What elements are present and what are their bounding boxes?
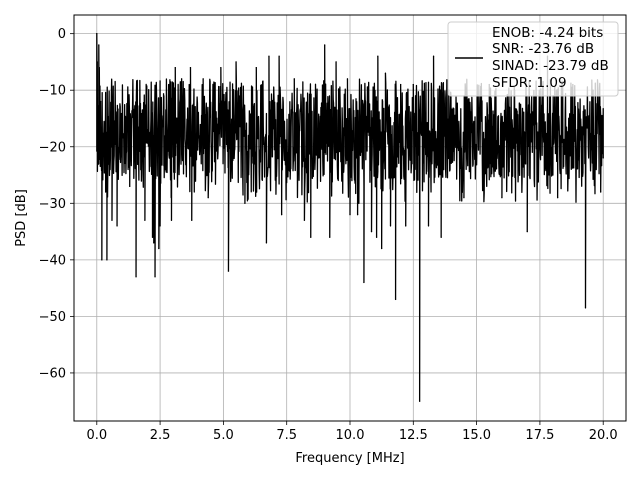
psd-data-point bbox=[189, 66, 192, 69]
legend-entry-snr: SNR: -23.76 dB bbox=[492, 41, 594, 57]
x-tick-label: 12.5 bbox=[399, 428, 428, 443]
psd-data-point bbox=[584, 307, 587, 309]
x-tick-label: 2.5 bbox=[150, 428, 171, 443]
x-axis-label: Frequency [MHz] bbox=[295, 451, 404, 466]
psd-series-line bbox=[96, 33, 604, 402]
psd-data-point bbox=[151, 236, 154, 238]
psd-data-point bbox=[116, 225, 118, 227]
y-tick-label: −60 bbox=[39, 366, 66, 381]
psd-data-point bbox=[557, 197, 559, 199]
psd-data-point bbox=[375, 236, 378, 238]
x-tick-label: 0.0 bbox=[86, 428, 107, 443]
psd-data-point bbox=[111, 219, 113, 221]
psd-data-point bbox=[191, 219, 193, 221]
psd-data-point bbox=[235, 61, 237, 63]
y-tick-label: −30 bbox=[39, 197, 66, 212]
legend-entry-enob: ENOB: -4.24 bits bbox=[492, 25, 603, 41]
psd-data-point bbox=[105, 191, 107, 193]
psd-data-point bbox=[405, 225, 407, 227]
psd-data-point bbox=[303, 219, 306, 221]
psd-data-point bbox=[97, 106, 99, 108]
legend-entry-sinad: SINAD: -23.79 dB bbox=[492, 58, 609, 74]
psd-data-point bbox=[98, 66, 100, 69]
psd-data-point bbox=[310, 236, 312, 238]
y-tick-label: 0 bbox=[58, 27, 66, 42]
psd-data-point bbox=[329, 236, 331, 238]
legend-box bbox=[447, 21, 619, 97]
psd-data-point bbox=[377, 55, 379, 57]
psd-data-point bbox=[101, 259, 103, 261]
psd-data-point bbox=[96, 61, 98, 63]
psd-data-point bbox=[255, 66, 257, 69]
psd-data-point bbox=[135, 276, 137, 278]
psd-data-point bbox=[324, 44, 326, 46]
y-tick-label: −10 bbox=[39, 84, 66, 99]
psd-data-point bbox=[358, 202, 360, 204]
psd-data-point bbox=[349, 214, 351, 216]
psd-data-point bbox=[99, 100, 102, 103]
legend-entry-sfdr: SFDR: 1.09 bbox=[492, 75, 567, 91]
psd-data-point bbox=[227, 270, 230, 272]
psd-data-point bbox=[202, 78, 204, 80]
psd-data-point bbox=[265, 242, 268, 244]
psd-data-point bbox=[106, 259, 108, 261]
psd-data-point bbox=[346, 78, 349, 80]
y-tick-label: −40 bbox=[39, 253, 66, 268]
psd-data-point bbox=[600, 191, 602, 193]
psd-data-point bbox=[281, 214, 283, 216]
psd-data-point bbox=[384, 72, 387, 74]
x-tick-label: 7.5 bbox=[276, 428, 297, 443]
x-tick-label: 17.5 bbox=[525, 428, 554, 443]
x-tick-label: 15.0 bbox=[462, 428, 491, 443]
psd-data-point bbox=[268, 55, 270, 57]
psd-data-point bbox=[153, 242, 155, 244]
x-tick-label: 10.0 bbox=[336, 428, 365, 443]
psd-data-point bbox=[602, 157, 604, 159]
y-tick-label: −20 bbox=[39, 140, 66, 155]
psd-data-point bbox=[96, 33, 98, 35]
psd-data-point bbox=[244, 202, 246, 204]
psd-data-point bbox=[220, 66, 222, 69]
y-axis: 0 −10 −20 −30 −40 −50 −60 bbox=[39, 27, 74, 381]
psd-data-point bbox=[174, 66, 176, 69]
psd-data-point bbox=[363, 281, 365, 284]
psd-data-point bbox=[526, 230, 528, 233]
psd-data-point bbox=[394, 298, 397, 301]
psd-data-point bbox=[412, 83, 414, 86]
x-tick-label: 20.0 bbox=[589, 428, 618, 443]
psd-data-point bbox=[335, 61, 337, 63]
psd-data-point bbox=[501, 197, 503, 199]
psd-data-point bbox=[278, 55, 280, 57]
y-axis-label: PSD [dB] bbox=[14, 189, 29, 247]
psd-data-point bbox=[163, 95, 165, 97]
psd-data-point bbox=[129, 185, 131, 187]
psd-data-point bbox=[419, 400, 421, 402]
psd-data-point bbox=[427, 225, 430, 227]
psd-data-point bbox=[158, 247, 160, 250]
psd-data-point bbox=[463, 197, 465, 199]
psd-data-point bbox=[159, 225, 161, 227]
psd-data-point bbox=[181, 78, 183, 80]
psd-data-point bbox=[370, 230, 373, 233]
psd-data-point bbox=[400, 83, 402, 86]
x-axis: 0.0 2.5 5.0 7.5 10.0 12.5 15.0 17.5 20.0 bbox=[86, 421, 618, 443]
psd-data-point bbox=[381, 247, 383, 250]
psd-data-point bbox=[170, 219, 173, 221]
psd-data-point bbox=[293, 78, 295, 80]
psd-data-point bbox=[154, 276, 156, 278]
psd-data-point bbox=[179, 89, 181, 91]
y-tick-label: −50 bbox=[39, 310, 66, 325]
x-tick-label: 5.0 bbox=[213, 428, 234, 443]
psd-data-point bbox=[144, 219, 146, 221]
psd-data-point bbox=[432, 55, 435, 57]
psd-data-point bbox=[207, 197, 209, 199]
psd-data-point bbox=[389, 225, 392, 227]
psd-data-point bbox=[357, 214, 359, 216]
psd-data-point bbox=[440, 236, 442, 238]
psd-data-point bbox=[98, 44, 100, 46]
legend: ENOB: -4.24 bits SNR: -23.76 dB SINAD: -… bbox=[447, 21, 619, 97]
